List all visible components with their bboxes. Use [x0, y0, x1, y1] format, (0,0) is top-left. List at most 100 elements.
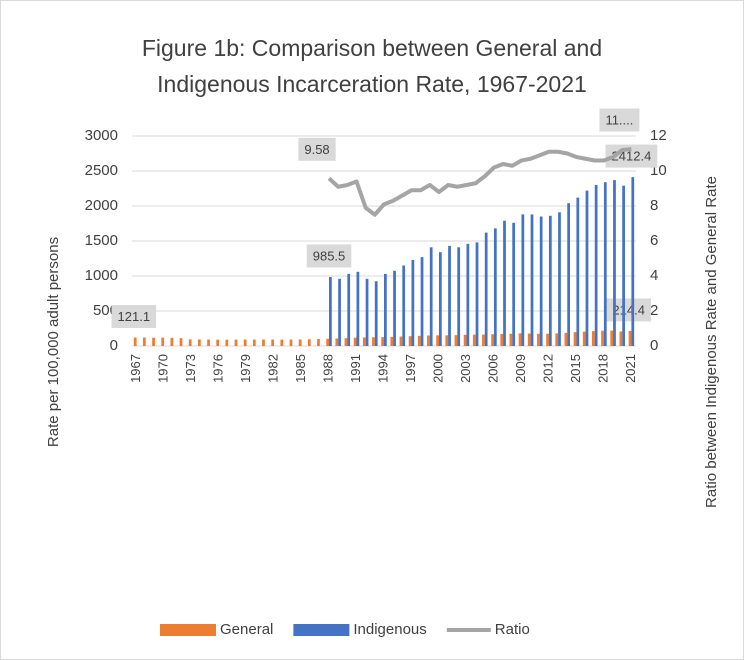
bar — [402, 265, 406, 346]
bar — [152, 337, 155, 346]
bar — [546, 333, 549, 346]
bar — [362, 337, 366, 346]
data-label-box — [605, 144, 658, 168]
bar — [326, 338, 330, 346]
bar — [582, 331, 586, 346]
x-tick-label: 2006 — [485, 354, 500, 383]
bar — [564, 332, 568, 346]
legend-swatch — [160, 624, 216, 636]
bar — [454, 335, 458, 346]
bar — [628, 330, 632, 346]
x-tick-label: 2018 — [595, 354, 610, 383]
bar — [307, 339, 311, 346]
legend-label: General — [220, 621, 273, 638]
bar — [610, 330, 614, 346]
bar — [271, 339, 275, 346]
data-label-box — [599, 108, 640, 132]
bar — [457, 247, 461, 346]
bar — [558, 212, 561, 346]
y-tick-label: 2500 — [85, 162, 118, 179]
bar — [493, 228, 497, 346]
bar — [335, 338, 339, 346]
data-label-box — [606, 298, 651, 322]
bar — [280, 339, 284, 346]
x-tick-label: 1982 — [265, 354, 280, 383]
y2-tick-label: 2 — [650, 302, 658, 319]
bar — [594, 185, 598, 346]
bar — [408, 336, 412, 346]
data-label-box — [306, 244, 352, 268]
line — [327, 147, 632, 217]
bar — [365, 278, 369, 346]
y2-tick-label: 12 — [650, 127, 667, 144]
legend-swatch — [293, 624, 350, 636]
bar — [411, 259, 415, 346]
bar — [417, 335, 421, 346]
bar — [179, 338, 183, 346]
bar — [475, 242, 479, 346]
bar — [603, 182, 607, 346]
bar — [372, 337, 375, 346]
bar — [393, 270, 396, 346]
x-tick-label: 1976 — [210, 354, 225, 383]
x-tick-label: 1979 — [238, 354, 253, 383]
y-tick-label: 2000 — [85, 197, 118, 214]
data-label: 9.58 — [304, 142, 329, 157]
bar — [289, 339, 293, 346]
bar — [133, 337, 137, 346]
bar — [197, 339, 201, 346]
legend-label: Indigenous — [353, 621, 426, 638]
x-tick-label: 2012 — [540, 354, 555, 383]
y2-tick-label: 6 — [650, 232, 658, 249]
bar — [317, 339, 320, 346]
bar — [338, 278, 341, 346]
bar — [509, 333, 513, 346]
bar — [347, 273, 351, 346]
bar — [472, 334, 476, 346]
x-tick-label: 1985 — [293, 354, 308, 383]
bar — [429, 247, 433, 346]
x-tick-label: 1991 — [348, 354, 363, 383]
legend-label: Ratio — [495, 621, 530, 638]
data-label-box — [298, 137, 336, 161]
data-label: 121.1 — [118, 309, 151, 324]
bar — [374, 281, 378, 346]
bar — [463, 334, 467, 346]
bar — [484, 232, 488, 346]
bar — [482, 334, 485, 346]
bar — [262, 339, 265, 346]
bar — [567, 203, 571, 346]
bar — [356, 271, 360, 346]
bar — [573, 332, 577, 346]
bar — [381, 337, 384, 346]
y-tick-label: 0 — [110, 337, 118, 354]
y2-tick-label: 8 — [650, 197, 658, 214]
bar — [491, 334, 494, 346]
bar — [329, 277, 332, 346]
bar — [576, 197, 580, 346]
bar — [445, 335, 449, 346]
x-tick-label: 2003 — [458, 354, 473, 383]
bar — [225, 339, 229, 346]
bar — [448, 245, 451, 346]
bar — [539, 216, 543, 346]
x-tick-label: 2009 — [513, 354, 528, 383]
bar — [243, 339, 247, 346]
bar — [500, 333, 504, 346]
x-tick-label: 1967 — [128, 354, 143, 383]
bar — [353, 337, 357, 346]
x-tick-label: 1997 — [403, 354, 418, 383]
bar — [521, 214, 525, 346]
bar — [170, 337, 174, 346]
x-tick-label: 1988 — [320, 354, 335, 383]
bar — [613, 180, 616, 346]
y-tick-label: 1000 — [85, 267, 118, 284]
bar — [234, 339, 238, 346]
chart-title: Figure 1b: Comparison between General an… — [141, 35, 603, 97]
bar — [207, 339, 210, 346]
bar — [530, 214, 534, 346]
x-tick-label: 2015 — [568, 354, 583, 383]
y-tick-label: 3000 — [85, 127, 118, 144]
